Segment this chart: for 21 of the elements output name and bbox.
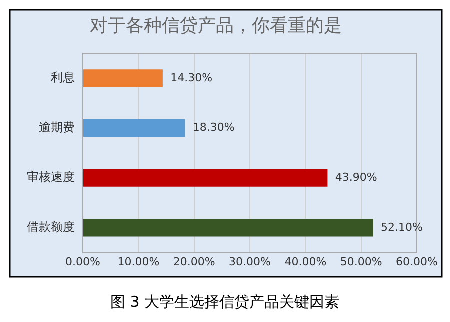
bar: [83, 70, 163, 88]
x-tick-label: 20.00%: [173, 255, 216, 268]
data-label: 18.30%: [192, 121, 235, 134]
data-label: 43.90%: [335, 170, 378, 184]
y-tick-label: 审核速度: [27, 170, 75, 184]
chart-title: 对于各种信贷产品，你看重的是: [90, 15, 342, 36]
x-tick-label: 10.00%: [118, 255, 160, 268]
bar: [83, 219, 374, 237]
x-tick-label: 60.00%: [396, 255, 438, 268]
x-tick-label: 40.00%: [284, 255, 327, 268]
y-tick-label: 利息: [51, 70, 75, 85]
data-label: 14.30%: [170, 71, 213, 84]
x-tick-label: 50.00%: [340, 255, 382, 268]
data-label: 52.10%: [381, 220, 423, 234]
bar: [83, 169, 328, 187]
caption: 图 3 大学生选择信贷产品关键因素: [110, 292, 340, 311]
y-tick-label: 借款额度: [27, 220, 75, 234]
bar: [83, 119, 186, 138]
y-tick-label: 逾期费: [39, 120, 75, 134]
x-tick-label: 30.00%: [229, 255, 271, 268]
x-tick-label: 0.00%: [66, 255, 100, 268]
